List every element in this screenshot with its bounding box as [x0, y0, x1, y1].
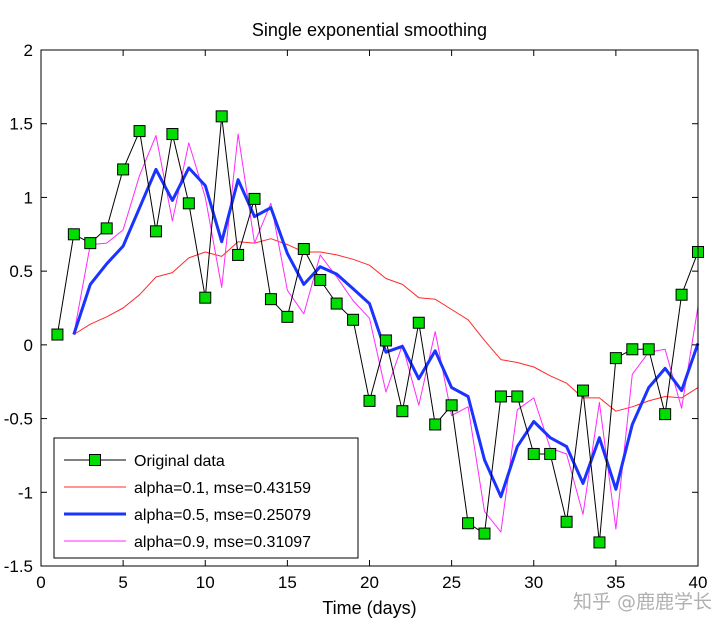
data-point [609, 352, 622, 365]
data-point [84, 237, 97, 250]
y-tick-label: 0.5 [9, 262, 33, 281]
data-point [100, 222, 113, 235]
legend-items: Original data alpha=0.1, mse=0.43159 alpha… [64, 453, 311, 551]
data-point [659, 408, 672, 421]
y-tick-label: 0 [24, 336, 33, 355]
data-point [149, 225, 162, 238]
series-line-alpha-0-9-mse-0-31097 [73, 133, 699, 533]
data-point [133, 125, 146, 138]
y-tick-label: 1.5 [9, 115, 33, 134]
data-point [281, 310, 294, 323]
data-point [560, 515, 573, 528]
data-point [593, 536, 606, 549]
x-tick-label: 20 [360, 573, 379, 592]
data-point [445, 399, 458, 412]
data-point [577, 384, 590, 397]
legend-label-alpha-0-5-mse-0-25079: alpha=0.5, mse=0.25079 [134, 507, 311, 524]
data-point [297, 243, 310, 256]
y-tick-label: -0.5 [4, 410, 33, 429]
data-point [626, 343, 639, 356]
x-tick-label: 30 [524, 573, 543, 592]
data-point [215, 110, 228, 123]
y-tick-label: 1 [24, 188, 33, 207]
data-point [51, 328, 64, 341]
x-tick-label: 40 [689, 573, 708, 592]
ticks-layer: 0 5 10 15 20 25 30 35 40 -1.5 -1 -0.5 0 0.5 1 1.5 2 [4, 41, 708, 592]
x-tick-label: 0 [36, 573, 45, 592]
legend: Original data alpha=0.1, mse=0.43159 alpha… [53, 437, 359, 559]
data-point [478, 527, 491, 540]
data-point [675, 288, 688, 301]
data-point [511, 390, 524, 403]
x-tick-label: 5 [118, 573, 127, 592]
data-point [412, 316, 425, 329]
y-tick-label: -1.5 [4, 557, 33, 576]
data-point [642, 343, 655, 356]
data-point [379, 334, 392, 347]
data-point [544, 447, 557, 460]
legend-label-alpha-0-1-mse-0-43159: alpha=0.1, mse=0.43159 [134, 480, 311, 497]
data-point [232, 248, 245, 261]
data-point [494, 390, 507, 403]
data-point [166, 128, 179, 141]
watermark: 知乎 @鹿鹿学长 [573, 591, 712, 613]
data-point [363, 394, 376, 407]
y-tick-label: -1 [18, 483, 33, 502]
data-point [527, 447, 540, 460]
x-tick-label: 25 [442, 573, 461, 592]
series-line-alpha-0-5-mse-0-25079 [72, 166, 700, 499]
x-tick-label: 15 [278, 573, 297, 592]
x-axis-label: Time (days) [322, 598, 416, 618]
data-point [117, 163, 130, 176]
data-point [182, 197, 195, 210]
series-line-alpha-0-1-mse-0-43159 [73, 238, 699, 412]
series-line-original-data [56, 115, 699, 543]
x-tick-label: 35 [606, 573, 625, 592]
data-point [347, 313, 360, 326]
legend-label-original-data: Original data [134, 453, 225, 470]
data-point [199, 291, 212, 304]
chart-title: Single exponential smoothing [252, 20, 487, 40]
data-point [462, 517, 475, 530]
y-tick-label: 2 [24, 41, 33, 60]
legend-marker [89, 454, 101, 466]
legend-label-alpha-0-9-mse-0-31097: alpha=0.9, mse=0.31097 [134, 534, 311, 551]
data-point [396, 405, 409, 418]
data-point [429, 418, 442, 431]
data-point [248, 192, 261, 205]
series-layer [51, 110, 704, 549]
data-point [67, 228, 80, 241]
legend-box [53, 437, 359, 559]
data-point [314, 273, 327, 286]
data-point [264, 293, 277, 306]
data-point [330, 297, 343, 310]
x-tick-label: 10 [196, 573, 215, 592]
